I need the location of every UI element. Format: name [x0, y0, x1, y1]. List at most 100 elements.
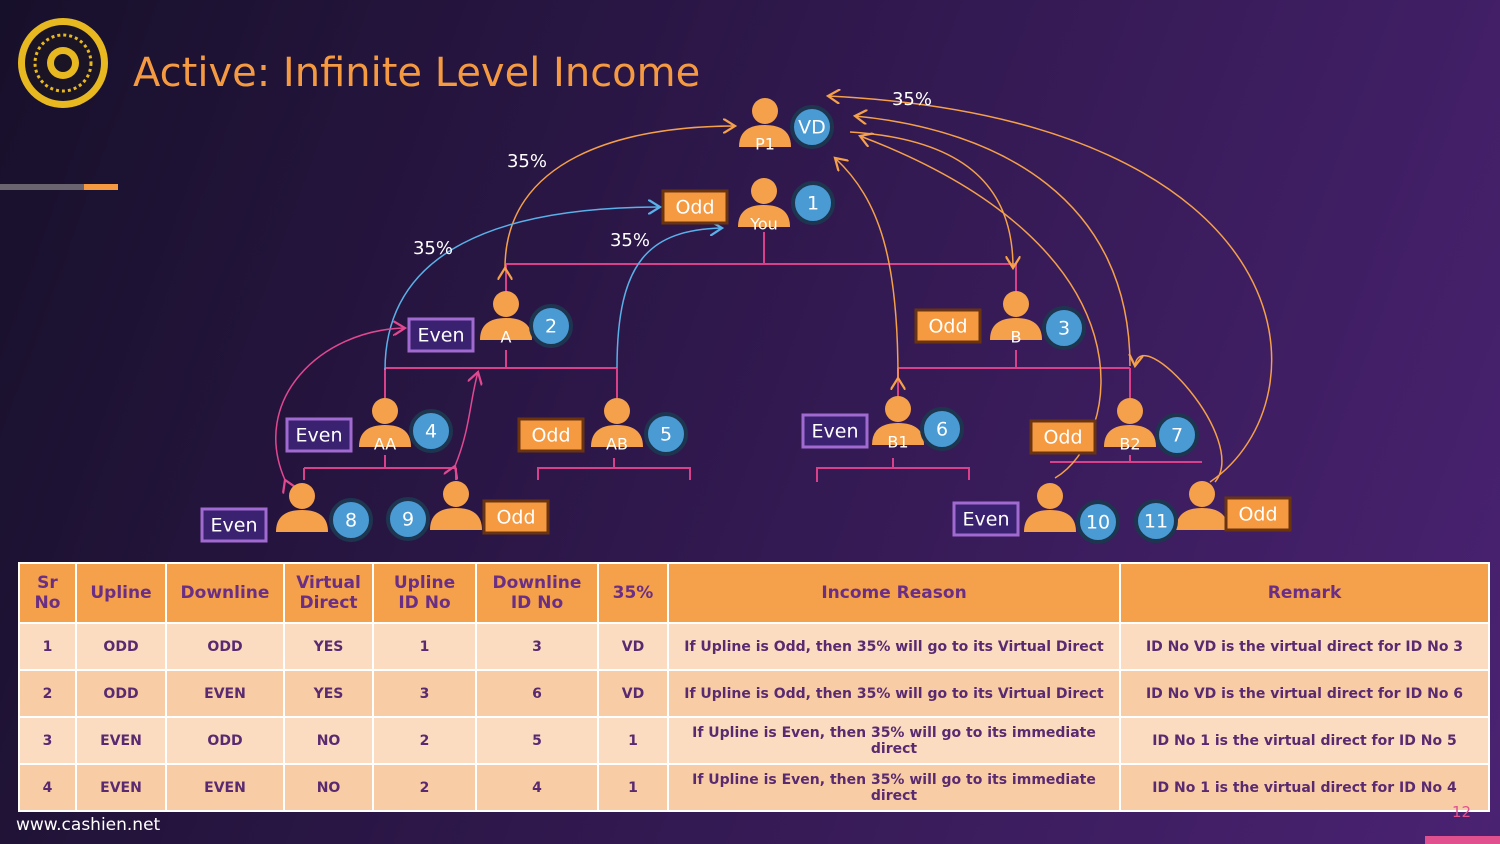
- column-header-text: Downline: [180, 583, 270, 603]
- table-cell: If Upline is Even, then 35% will go to i…: [667, 763, 1121, 812]
- column-header-text: Virtual Direct: [296, 573, 361, 613]
- person-body: [738, 205, 790, 227]
- badge-label: 7: [1171, 425, 1183, 447]
- node-label: B1: [887, 433, 908, 452]
- badge-label: 1: [807, 193, 819, 215]
- badge: [1155, 413, 1199, 457]
- tag-label: Even: [296, 425, 343, 447]
- deco-bar: [0, 184, 84, 190]
- column-header: Upline: [75, 562, 167, 624]
- person-head: [289, 483, 315, 509]
- tag-label: Even: [418, 325, 465, 347]
- person-head: [1117, 398, 1143, 424]
- table-row: 4 EVEN EVEN NO 2 4 1 If Upline is Even, then 35…: [18, 763, 1490, 812]
- node: A 2 Even: [407, 291, 573, 353]
- node-label: AB: [606, 435, 628, 454]
- node-label: You: [749, 215, 778, 234]
- tag-label: Odd: [531, 425, 570, 447]
- badge: [386, 497, 430, 541]
- person-head: [443, 481, 469, 507]
- table-cell: 2: [372, 716, 477, 765]
- person-head: [604, 398, 630, 424]
- column-header: 35%: [597, 562, 669, 624]
- page-number: 12: [1452, 803, 1472, 821]
- column-header-text: Upline ID No: [393, 573, 456, 613]
- node: B2 7 Odd: [1029, 398, 1199, 457]
- table-cell: VD: [597, 669, 669, 718]
- column-header: Income Reason: [667, 562, 1121, 624]
- table-cell: 3: [18, 716, 77, 765]
- table-cell: If Upline is Even, then 35% will go to i…: [667, 716, 1121, 765]
- column-header-text: Income Reason: [821, 583, 967, 603]
- badge-label: 6: [936, 419, 948, 441]
- tag-label: Odd: [675, 197, 714, 219]
- column-header-text: Remark: [1267, 583, 1342, 603]
- column-header: Upline ID No: [372, 562, 477, 624]
- table-cell: 4: [18, 763, 77, 812]
- person-head: [493, 291, 519, 317]
- person-body: [430, 508, 482, 530]
- column-header: Downline ID No: [475, 562, 599, 624]
- table-cell: ODD: [75, 622, 167, 671]
- badge-label: 8: [345, 510, 357, 532]
- person-body: [872, 423, 924, 445]
- person-head: [885, 396, 911, 422]
- table-cell: 4: [475, 763, 599, 812]
- tag-label: Odd: [496, 507, 535, 529]
- header-row: Sr No Upline Downline Virtual Direct Upline …: [18, 562, 1490, 624]
- node: P1 VD: [739, 98, 834, 154]
- income-table: Sr No Upline Downline Virtual Direct Upline …: [18, 562, 1490, 812]
- badge: [1076, 500, 1120, 544]
- tag-box: [914, 308, 982, 344]
- badge-label: 2: [545, 316, 557, 338]
- title: Active: Infinite Level Income: [133, 50, 701, 96]
- node-label: B: [1011, 328, 1022, 347]
- person-body: [1024, 510, 1076, 532]
- arrows-pink: [275, 328, 478, 480]
- tag-label: Odd: [928, 316, 967, 338]
- table-cell: EVEN: [75, 716, 167, 765]
- tag-box: [1029, 419, 1097, 455]
- person-body: [1176, 508, 1228, 530]
- node-label: AA: [374, 435, 396, 454]
- table-cell: 5: [475, 716, 599, 765]
- node: 10 Even: [952, 483, 1120, 544]
- column-header: Virtual Direct: [283, 562, 374, 624]
- badge: [409, 409, 453, 453]
- table-cell: 1: [597, 716, 669, 765]
- table-cell: ID No 1 is the virtual direct for ID No …: [1119, 716, 1490, 765]
- badge: [790, 105, 834, 149]
- percent-label: 35%: [892, 89, 932, 110]
- table-row: 3 EVEN ODD NO 2 5 1 If Upline is Even, then 35%…: [18, 716, 1490, 765]
- table-cell: EVEN: [165, 669, 285, 718]
- table-cell: 1: [597, 763, 669, 812]
- footer-url: www.cashien.net: [16, 815, 161, 835]
- badge-label: 10: [1086, 512, 1110, 534]
- person-body: [276, 510, 328, 532]
- badge: [1134, 499, 1178, 543]
- badge-label: 11: [1144, 511, 1168, 533]
- node: AA 4 Even: [285, 398, 453, 454]
- person-body: [359, 425, 411, 447]
- table-cell: VD: [597, 622, 669, 671]
- column-header: Remark: [1119, 562, 1490, 624]
- badge-label: 4: [425, 421, 437, 443]
- person-head: [1003, 291, 1029, 317]
- table-cell: 2: [372, 763, 477, 812]
- table-cell: YES: [283, 622, 374, 671]
- badge: [644, 412, 688, 456]
- tag-box: [285, 417, 353, 453]
- tag-box: [407, 317, 475, 353]
- badge-label: 5: [660, 424, 672, 446]
- nodes: P1 VD You 1 Odd A 2 Even B 3 Odd AA 4 Even AB 5 Odd B1 6 Ev…: [200, 98, 1292, 544]
- node: 9 Odd: [386, 481, 550, 541]
- table-cell: NO: [283, 716, 374, 765]
- person-head: [752, 98, 778, 124]
- node-label: A: [501, 328, 512, 347]
- badge-label: 9: [402, 509, 414, 531]
- node: 11 Odd: [1134, 481, 1292, 543]
- table-cell: NO: [283, 763, 374, 812]
- tag-box: [517, 417, 585, 453]
- node-label: P1: [755, 135, 775, 154]
